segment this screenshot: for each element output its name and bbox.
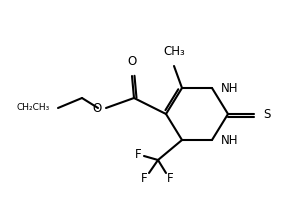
Text: CH₂CH₃: CH₂CH₃	[17, 103, 50, 112]
Text: NH: NH	[221, 82, 239, 94]
Text: O: O	[127, 55, 137, 68]
Text: S: S	[263, 108, 270, 121]
Text: F: F	[141, 172, 147, 184]
Text: NH: NH	[221, 133, 239, 146]
Text: O: O	[93, 102, 102, 114]
Text: F: F	[167, 172, 173, 184]
Text: F: F	[135, 147, 141, 161]
Text: CH₃: CH₃	[163, 45, 185, 58]
